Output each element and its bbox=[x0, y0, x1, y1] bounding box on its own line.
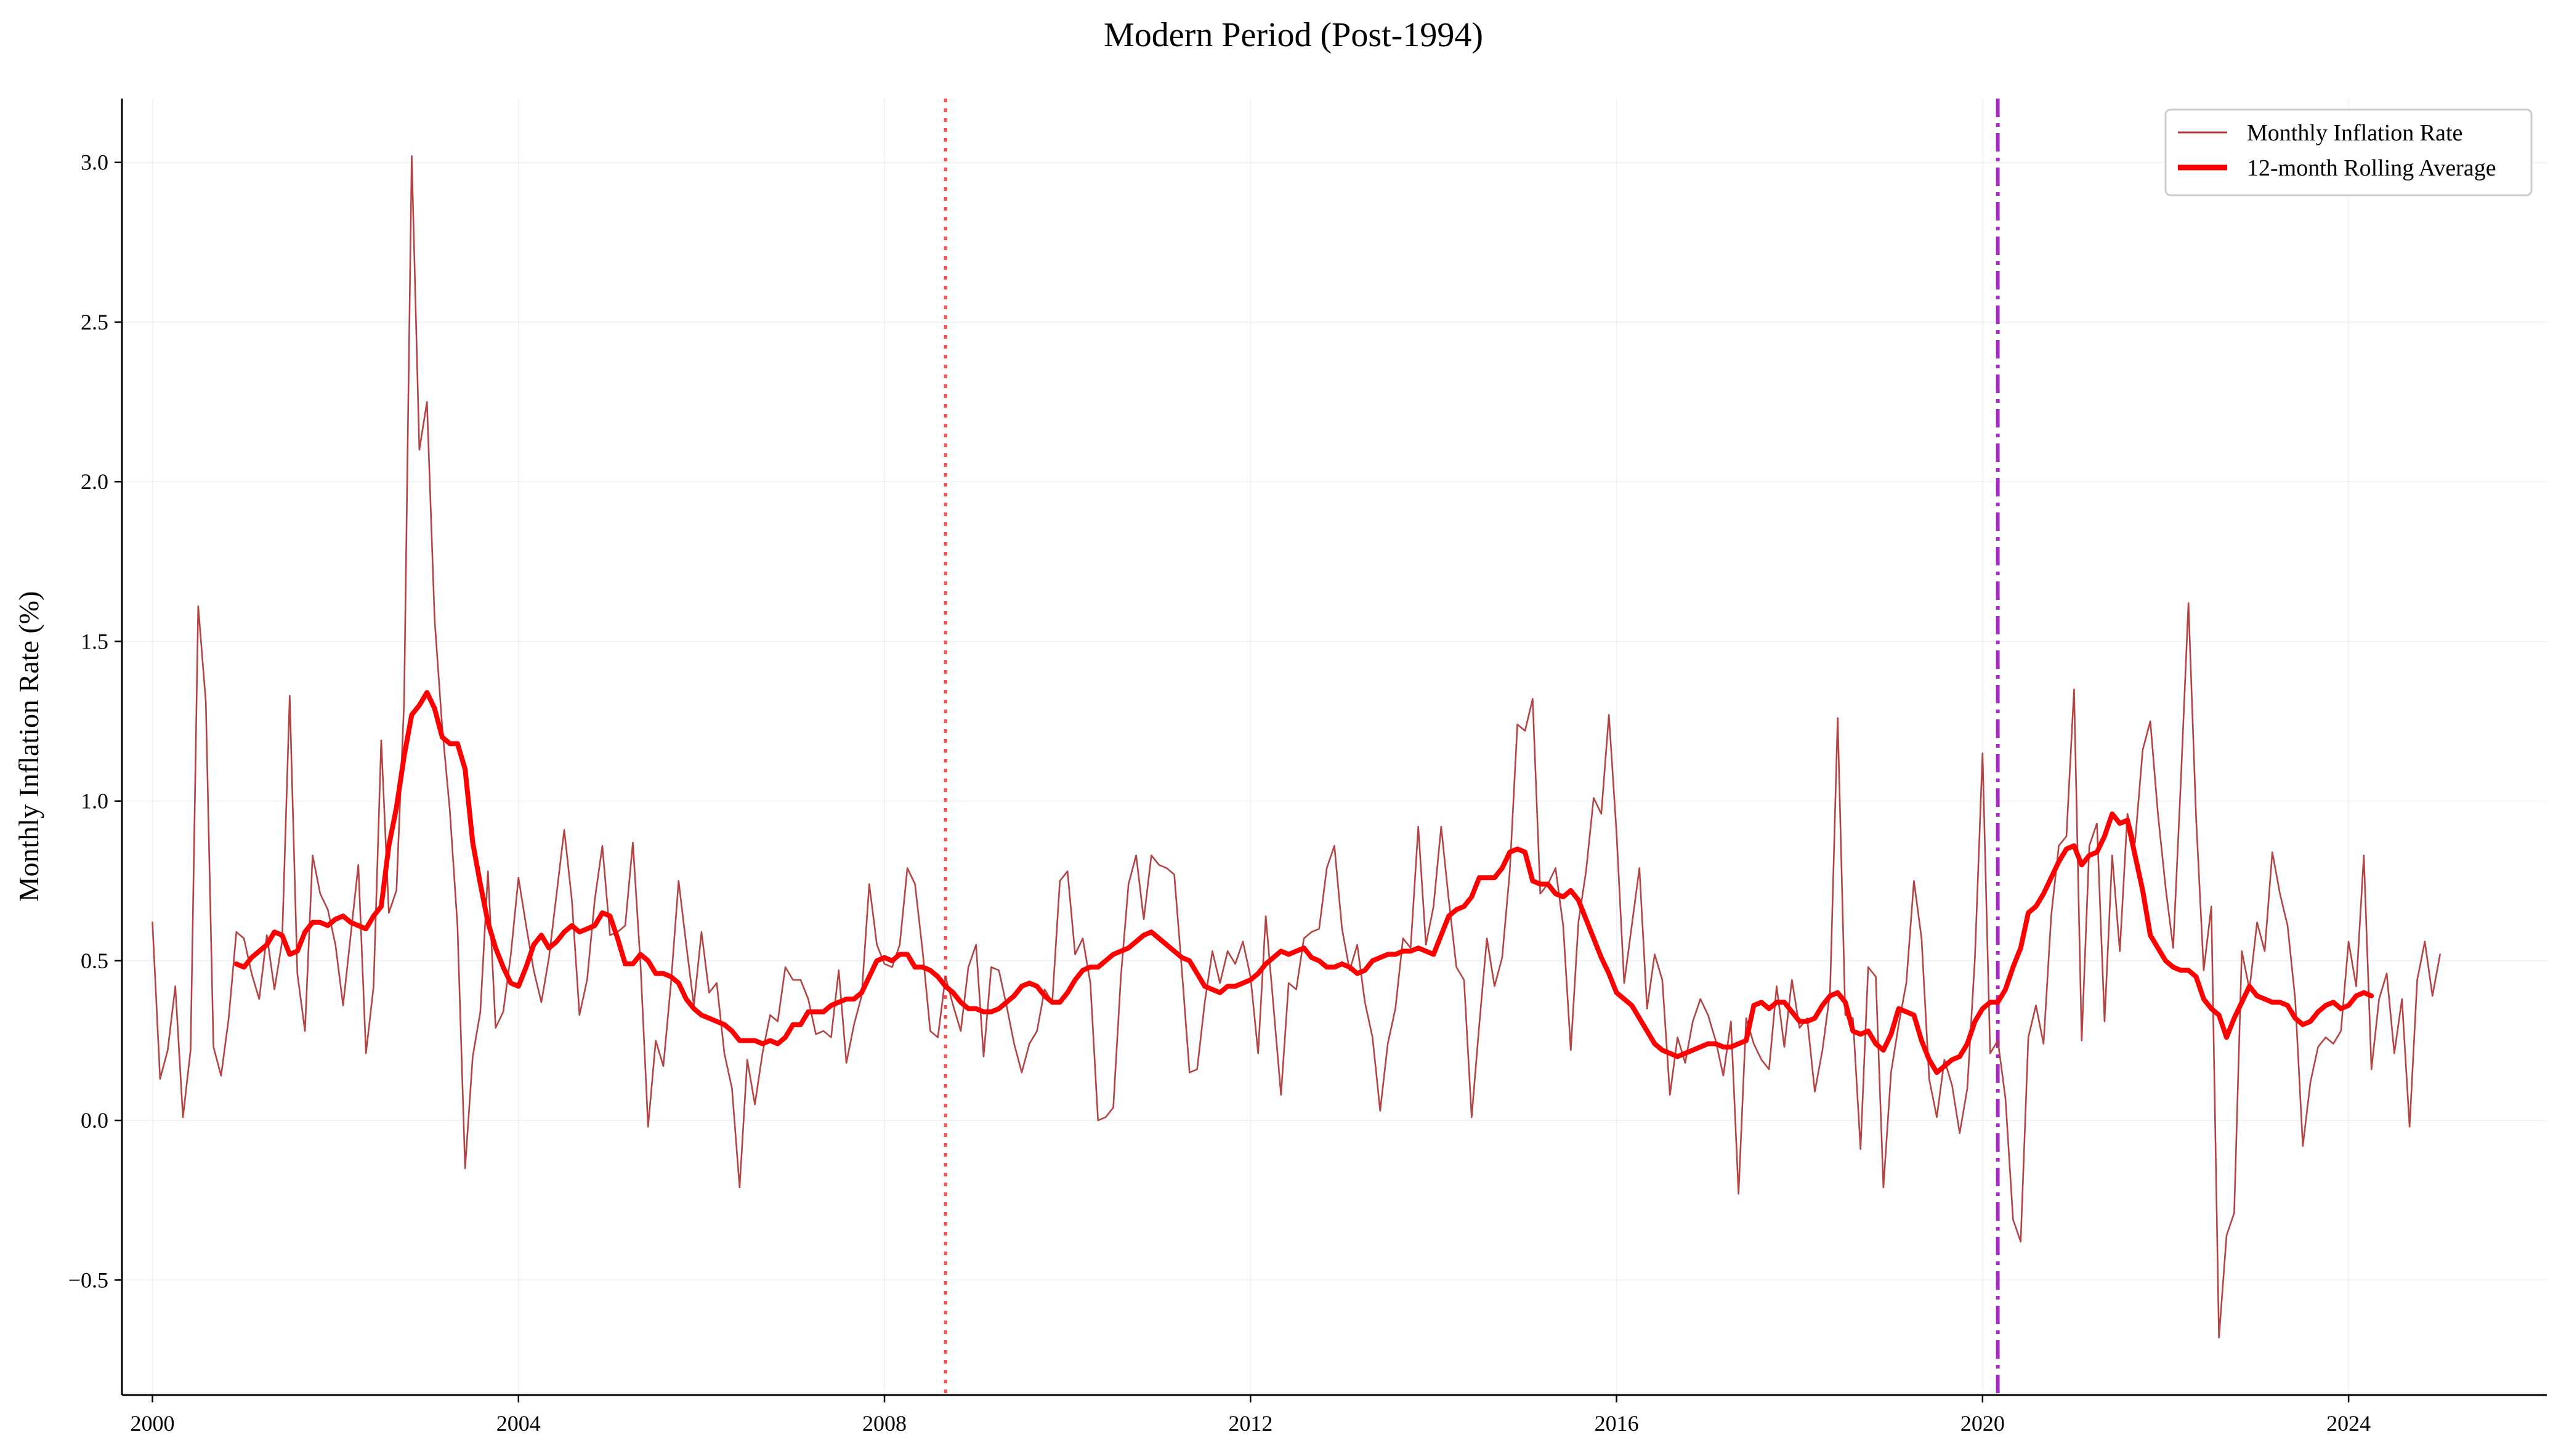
x-tick-label: 2012 bbox=[1228, 1411, 1272, 1436]
y-tick-label: 1.5 bbox=[81, 629, 108, 653]
x-tick-label: 2008 bbox=[862, 1411, 907, 1436]
chart-title: Modern Period (Post-1994) bbox=[1104, 16, 1483, 54]
grid-lines bbox=[122, 99, 2547, 1395]
legend-label-rolling: 12-month Rolling Average bbox=[2247, 155, 2496, 181]
y-tick-label: 1.0 bbox=[81, 789, 108, 814]
y-tick-label: −0.5 bbox=[68, 1268, 108, 1292]
x-tick-label: 2004 bbox=[496, 1411, 541, 1436]
x-tick-label: 2020 bbox=[1960, 1411, 2005, 1436]
y-tick-label: 2.5 bbox=[81, 310, 108, 334]
series-line-monthly-inflation bbox=[152, 155, 2441, 1338]
y-tick-label: 0.5 bbox=[81, 948, 108, 973]
x-axis-ticks: 2000 2004 2008 2012 2016 2020 2024 bbox=[131, 1395, 2371, 1436]
x-tick-label: 2000 bbox=[131, 1411, 175, 1436]
reference-lines bbox=[944, 99, 2000, 1395]
series-line-rolling-average bbox=[233, 690, 2374, 1075]
legend-frame bbox=[2164, 108, 2533, 196]
legend-label-monthly: Monthly Inflation Rate bbox=[2247, 120, 2462, 146]
legend: Monthly Inflation Rate 12-month Rolling … bbox=[2164, 108, 2533, 196]
series-lines bbox=[152, 155, 2441, 1338]
y-tick-label: 3.0 bbox=[81, 150, 108, 175]
x-tick-label: 2016 bbox=[1595, 1411, 1639, 1436]
y-axis-label: Monthly Inflation Rate (%) bbox=[13, 591, 44, 902]
y-tick-label: 0.0 bbox=[81, 1108, 108, 1133]
y-tick-label: 2.0 bbox=[81, 469, 108, 494]
x-tick-label: 2024 bbox=[2326, 1411, 2371, 1436]
y-axis-ticks: −0.5 0.0 0.5 1.0 1.5 2.0 2.5 3.0 bbox=[68, 150, 122, 1292]
